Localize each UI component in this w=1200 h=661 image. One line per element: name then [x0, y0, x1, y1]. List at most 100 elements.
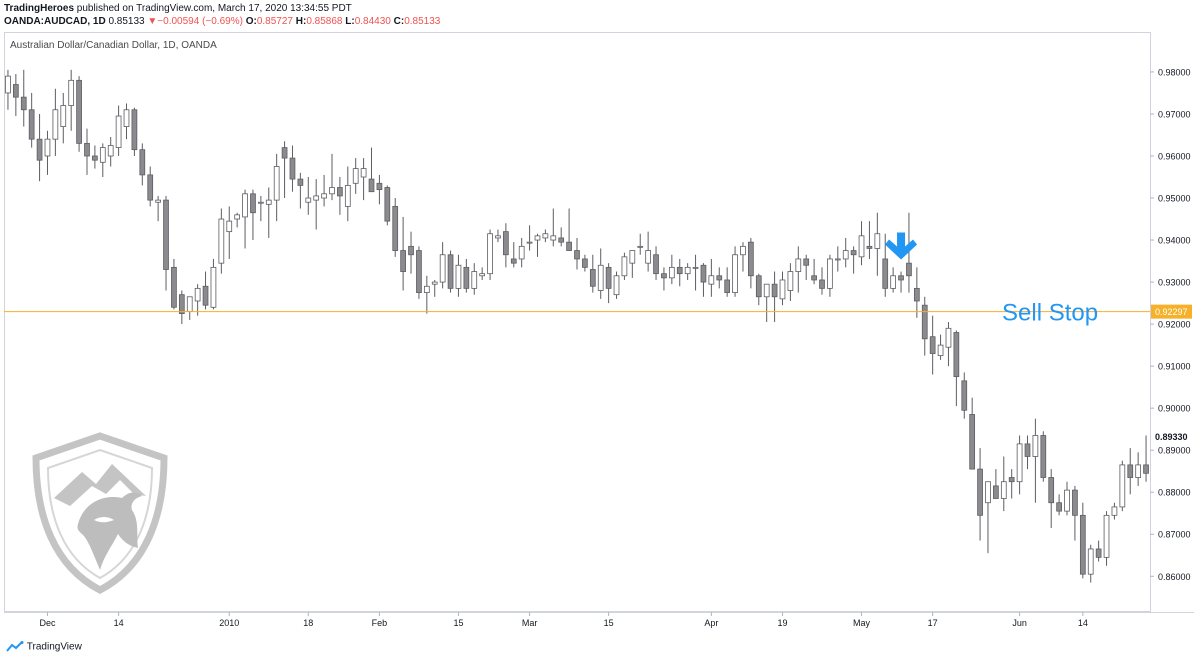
candle[interactable] — [60, 92, 67, 144]
candle[interactable] — [52, 88, 59, 156]
candle[interactable] — [84, 128, 90, 175]
candle[interactable] — [329, 153, 335, 201]
price-axis[interactable]: 0.98000 0.97000 0.96000 0.95000 0.94000 0.930… — [1150, 67, 1191, 582]
candle[interactable] — [961, 372, 968, 419]
candle[interactable] — [455, 254, 462, 297]
candle[interactable] — [178, 290, 185, 325]
candle[interactable] — [748, 237, 754, 289]
candle[interactable] — [1056, 494, 1062, 516]
candle[interactable] — [605, 263, 612, 304]
candle[interactable] — [637, 233, 644, 255]
candle[interactable] — [503, 223, 509, 268]
candle[interactable] — [629, 250, 636, 278]
candle[interactable] — [20, 69, 27, 127]
candle[interactable] — [44, 130, 51, 175]
candle[interactable] — [518, 237, 525, 268]
candle[interactable] — [68, 69, 75, 131]
candle[interactable] — [795, 246, 802, 293]
candle[interactable] — [953, 330, 960, 407]
candle[interactable] — [305, 177, 312, 215]
candle[interactable] — [558, 227, 565, 247]
candle[interactable] — [202, 271, 209, 310]
publisher-name[interactable]: TradingHeroes — [4, 3, 75, 14]
candle[interactable] — [273, 153, 280, 222]
candle[interactable] — [1032, 418, 1039, 503]
sell-stop-annotation[interactable]: Sell Stop — [1002, 300, 1098, 327]
candle[interactable] — [842, 237, 849, 268]
candle[interactable] — [313, 179, 320, 230]
candle[interactable] — [1040, 431, 1047, 482]
candle[interactable] — [321, 174, 327, 207]
candle[interactable] — [589, 254, 596, 293]
candle[interactable] — [613, 271, 620, 299]
candle[interactable] — [1064, 481, 1070, 516]
candle[interactable] — [850, 246, 857, 274]
candle[interactable] — [242, 189, 248, 249]
candle[interactable] — [1135, 452, 1141, 486]
candle[interactable] — [692, 254, 699, 291]
candle[interactable] — [1024, 435, 1031, 470]
candle[interactable] — [716, 267, 723, 289]
candle[interactable] — [1127, 448, 1134, 495]
candle[interactable] — [921, 296, 928, 356]
candle[interactable] — [819, 267, 825, 295]
candle[interactable] — [297, 172, 304, 209]
candle[interactable] — [969, 397, 976, 470]
candle[interactable] — [258, 195, 264, 222]
arrow-down-icon[interactable] — [885, 232, 918, 260]
candle[interactable] — [487, 229, 493, 280]
candle[interactable] — [281, 141, 288, 199]
candle[interactable] — [621, 252, 628, 280]
candlestick-chart[interactable]: 0.98000 0.97000 0.96000 0.95000 0.94000 0.930… — [4, 32, 1194, 632]
candle[interactable] — [1079, 502, 1086, 579]
candle[interactable] — [740, 242, 746, 272]
candle[interactable] — [139, 143, 146, 186]
candle[interactable] — [550, 208, 557, 247]
candle[interactable] — [597, 248, 604, 299]
candle[interactable] — [416, 246, 422, 299]
candle[interactable] — [431, 279, 438, 297]
candle[interactable] — [1008, 469, 1015, 499]
candle[interactable] — [1111, 502, 1118, 520]
candle[interactable] — [684, 263, 691, 280]
candle[interactable] — [123, 103, 130, 140]
candle[interactable] — [115, 105, 122, 156]
candle[interactable] — [155, 195, 161, 222]
candle[interactable] — [993, 469, 999, 499]
candle[interactable] — [463, 258, 470, 293]
candle[interactable] — [882, 233, 889, 297]
candle[interactable] — [668, 254, 675, 285]
candle[interactable] — [423, 275, 430, 314]
candle[interactable] — [866, 221, 873, 259]
candle[interactable] — [265, 187, 272, 238]
candle[interactable] — [661, 267, 667, 291]
footer-brand[interactable]: TradingView — [6, 641, 82, 657]
candle[interactable] — [194, 284, 201, 316]
candle[interactable] — [874, 212, 881, 276]
candle[interactable] — [929, 315, 936, 375]
candle[interactable] — [582, 254, 588, 272]
candle[interactable] — [700, 263, 707, 297]
candle[interactable] — [360, 158, 367, 201]
candle[interactable] — [645, 231, 651, 272]
candle[interactable] — [344, 166, 351, 222]
candle[interactable] — [937, 334, 944, 360]
candle[interactable] — [1087, 544, 1094, 583]
candle[interactable] — [337, 177, 343, 215]
candle[interactable] — [368, 147, 375, 193]
candle[interactable] — [163, 195, 169, 291]
candle[interactable] — [542, 229, 549, 243]
candle[interactable] — [352, 158, 359, 194]
candle[interactable] — [906, 212, 912, 293]
candle[interactable] — [732, 246, 738, 297]
candle[interactable] — [945, 322, 952, 367]
candle[interactable] — [890, 267, 896, 293]
candle[interactable] — [28, 92, 35, 148]
candle[interactable] — [234, 212, 241, 228]
candle[interactable] — [724, 267, 731, 297]
candle[interactable] — [218, 208, 225, 274]
candle[interactable] — [1048, 469, 1055, 528]
candle[interactable] — [147, 166, 154, 207]
candle[interactable] — [1103, 511, 1110, 566]
candle[interactable] — [107, 137, 114, 167]
